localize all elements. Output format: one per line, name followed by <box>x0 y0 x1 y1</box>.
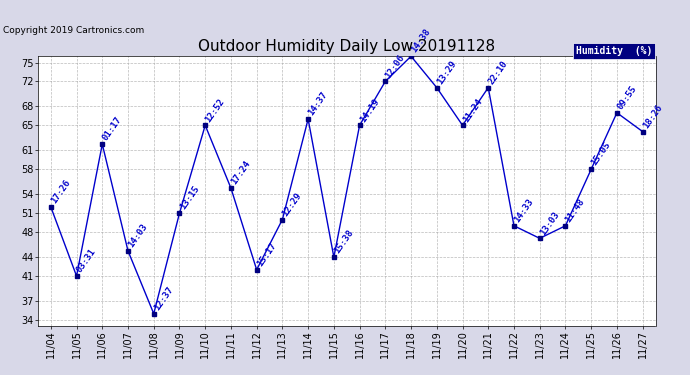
Title: Outdoor Humidity Daily Low 20191128: Outdoor Humidity Daily Low 20191128 <box>198 39 495 54</box>
Text: 13:15: 13:15 <box>178 184 201 211</box>
Text: 13:03: 13:03 <box>538 210 561 237</box>
Text: 14:37: 14:37 <box>306 90 329 117</box>
Text: 12:37: 12:37 <box>152 285 175 312</box>
Text: 15:17: 15:17 <box>255 241 278 268</box>
Text: Humidity  (%): Humidity (%) <box>576 46 653 56</box>
Text: 12:52: 12:52 <box>204 96 226 124</box>
Text: 03:31: 03:31 <box>75 247 98 274</box>
Text: 09:55: 09:55 <box>615 84 638 111</box>
Text: 11:48: 11:48 <box>564 197 586 224</box>
Text: 13:29: 13:29 <box>435 59 458 86</box>
Text: 01:17: 01:17 <box>101 116 124 142</box>
Text: 14:03: 14:03 <box>126 222 149 249</box>
Text: 14:33: 14:33 <box>513 197 535 224</box>
Text: 17:26: 17:26 <box>49 178 72 206</box>
Text: 17:24: 17:24 <box>229 159 252 186</box>
Text: 22:10: 22:10 <box>486 59 509 86</box>
Text: 15:05: 15:05 <box>589 141 613 168</box>
Text: 11:24: 11:24 <box>461 96 484 124</box>
Text: 12:29: 12:29 <box>281 191 304 218</box>
Text: 15:38: 15:38 <box>333 228 355 255</box>
Text: 14:38: 14:38 <box>409 27 432 55</box>
Text: 18:26: 18:26 <box>641 103 664 130</box>
Text: 14:19: 14:19 <box>358 96 381 124</box>
Text: 12:06: 12:06 <box>384 53 406 80</box>
Text: Copyright 2019 Cartronics.com: Copyright 2019 Cartronics.com <box>3 26 145 35</box>
